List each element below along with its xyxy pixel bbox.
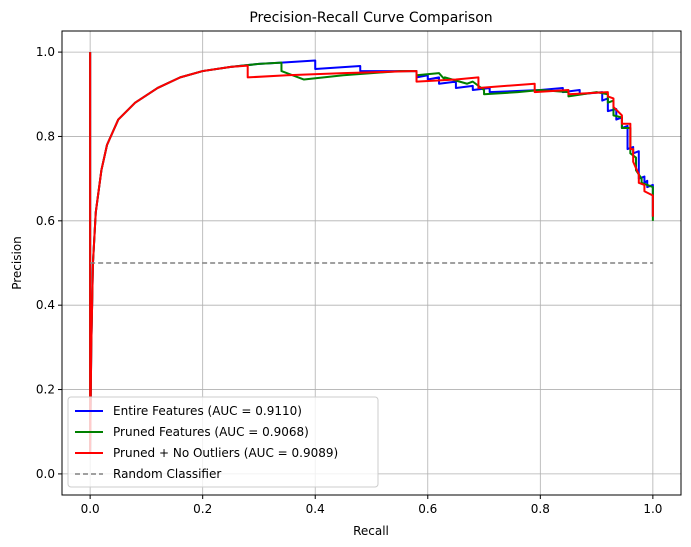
series-line-pruned-no-outliers (89, 52, 654, 454)
x-tick-label: 0.0 (81, 502, 100, 516)
legend-label-0: Entire Features (AUC = 0.9110) (113, 404, 302, 418)
y-tick-label: 1.0 (36, 45, 55, 59)
chart-title: Precision-Recall Curve Comparison (249, 10, 492, 26)
x-tick-label: 0.6 (418, 502, 437, 516)
x-axis-label: Recall (353, 524, 389, 538)
plot-frame (61, 30, 682, 496)
y-tick-label: 0.4 (36, 298, 55, 312)
x-tick-label: 0.4 (306, 502, 325, 516)
y-tick-label: 0.2 (36, 383, 55, 397)
legend-box (67, 396, 379, 488)
x-tick-label: 1.0 (643, 502, 662, 516)
x-tick-label: 0.8 (531, 502, 550, 516)
y-tick-label: 0.8 (36, 129, 55, 143)
series-group (89, 52, 654, 454)
legend: Entire Features (AUC = 0.9110) Pruned Fe… (67, 396, 379, 488)
legend-label-3: Random Classifier (113, 467, 221, 481)
x-tick-label: 0.2 (193, 502, 212, 516)
ticks: 0.0 0.2 0.4 0.6 0.8 1.0 0.0 0.2 0.4 0.6 0.8 1.0 (36, 45, 663, 516)
y-tick-label: 0.0 (36, 467, 55, 481)
legend-label-1: Pruned Features (AUC = 0.9068) (113, 425, 309, 439)
y-tick-label: 0.6 (36, 214, 55, 228)
legend-label-2: Pruned + No Outliers (AUC = 0.9089) (113, 446, 338, 460)
y-axis-label: Precision (10, 236, 24, 290)
